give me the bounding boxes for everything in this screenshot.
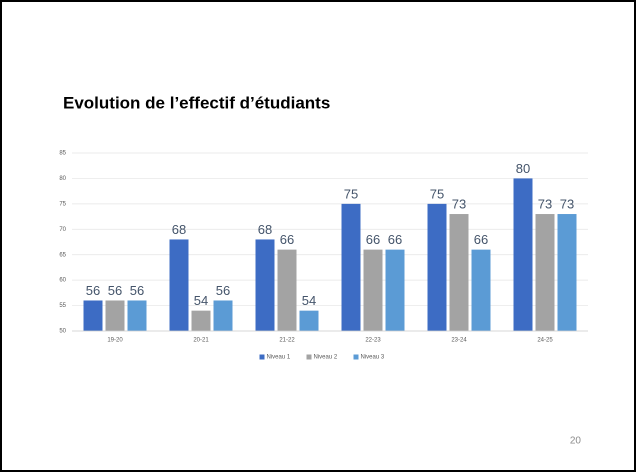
value-label: 73 bbox=[538, 196, 552, 211]
legend-swatch bbox=[306, 354, 312, 360]
bar bbox=[427, 203, 447, 331]
value-label: 56 bbox=[108, 283, 122, 298]
y-tick-label: 65 bbox=[59, 252, 66, 258]
bar bbox=[557, 214, 577, 331]
legend-label: Niveau 3 bbox=[361, 355, 385, 361]
y-tick-label: 85 bbox=[59, 151, 66, 157]
value-label: 56 bbox=[216, 283, 230, 298]
x-tick-label: 24-25 bbox=[537, 338, 553, 344]
bar bbox=[449, 214, 469, 331]
bar bbox=[169, 239, 189, 331]
bar bbox=[363, 249, 383, 331]
value-label: 80 bbox=[516, 161, 530, 176]
legend-label: Niveau 1 bbox=[267, 355, 291, 361]
legend-swatch bbox=[353, 354, 359, 360]
value-label: 66 bbox=[280, 232, 294, 247]
value-label: 66 bbox=[388, 232, 402, 247]
y-tick-label: 60 bbox=[59, 278, 66, 284]
value-label: 66 bbox=[366, 232, 380, 247]
bar bbox=[341, 203, 361, 331]
bar bbox=[535, 214, 555, 331]
value-label: 73 bbox=[560, 196, 574, 211]
legend-label: Niveau 2 bbox=[314, 355, 338, 361]
bar bbox=[213, 300, 233, 331]
bar bbox=[471, 249, 491, 331]
value-label: 68 bbox=[172, 222, 186, 237]
legend-swatch bbox=[259, 354, 265, 360]
bar bbox=[299, 310, 319, 331]
y-tick-label: 70 bbox=[59, 227, 66, 233]
value-label: 54 bbox=[302, 293, 316, 308]
value-label: 68 bbox=[258, 222, 272, 237]
value-label: 54 bbox=[194, 293, 208, 308]
page-number: 20 bbox=[570, 436, 582, 447]
bar bbox=[513, 178, 533, 331]
y-tick-label: 55 bbox=[59, 303, 66, 309]
bar bbox=[255, 239, 275, 331]
value-label: 75 bbox=[430, 186, 444, 201]
slide-title: Evolution de l’effectif d’étudiants bbox=[63, 93, 330, 112]
value-label: 56 bbox=[130, 283, 144, 298]
value-label: 56 bbox=[86, 283, 100, 298]
bar bbox=[385, 249, 405, 331]
bar bbox=[277, 249, 297, 331]
y-tick-label: 50 bbox=[59, 329, 66, 335]
x-tick-label: 23-24 bbox=[451, 338, 467, 344]
bar bbox=[83, 300, 103, 331]
x-tick-label: 19-20 bbox=[107, 338, 123, 344]
bar bbox=[191, 310, 211, 331]
value-label: 66 bbox=[474, 232, 488, 247]
bar bbox=[105, 300, 125, 331]
x-tick-label: 20-21 bbox=[193, 338, 209, 344]
value-label: 73 bbox=[452, 196, 466, 211]
bar bbox=[127, 300, 147, 331]
x-tick-label: 22-23 bbox=[365, 338, 381, 344]
y-tick-label: 75 bbox=[59, 201, 66, 207]
value-label: 75 bbox=[344, 186, 358, 201]
x-tick-label: 21-22 bbox=[279, 338, 295, 344]
y-tick-label: 80 bbox=[59, 176, 66, 182]
